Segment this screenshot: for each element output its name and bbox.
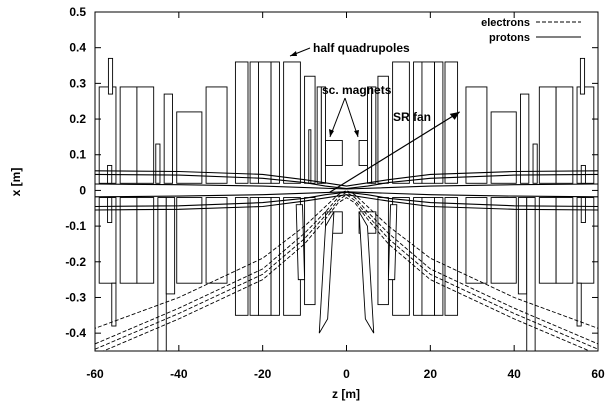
- x-tick-label: 20: [424, 367, 438, 381]
- tilted-magnet-block: [358, 211, 375, 334]
- annotation-half-quadrupoles: half quadrupoles: [313, 41, 410, 55]
- legend: electrons protons: [481, 17, 581, 44]
- magnet-block: [320, 86, 326, 184]
- magnet-block: [205, 197, 228, 284]
- magnet-block: [538, 86, 557, 184]
- magnet-block: [308, 129, 312, 184]
- y-tick-label: -0.1: [65, 219, 86, 233]
- magnet-block: [555, 86, 574, 184]
- magnet-block: [444, 61, 459, 184]
- arrow-sc-magnets-right: [344, 97, 359, 138]
- x-tick-label: -60: [86, 367, 104, 381]
- magnet-block: [465, 197, 488, 284]
- tilted-magnet-block: [318, 211, 335, 334]
- y-tick-label: 0.4: [69, 41, 86, 55]
- beam-lines-group: [95, 111, 598, 351]
- legend-label-electrons: electrons: [481, 17, 530, 29]
- magnet-block: [157, 197, 167, 351]
- annotation-sr-fan: SR fan: [393, 110, 431, 124]
- arrowhead-half-quadrupoles: [290, 51, 297, 56]
- magnet-block: [517, 197, 528, 295]
- magnet-block: [165, 197, 176, 295]
- magnet-block: [526, 197, 536, 351]
- sr-fan-arrow: [329, 111, 460, 193]
- y-tick-label: 0.3: [69, 76, 86, 90]
- x-tick-label: -40: [170, 367, 188, 381]
- magnet-block: [283, 61, 301, 184]
- protons-trajectory: [95, 170, 598, 187]
- magnet-block: [532, 143, 538, 184]
- y-axis-label: x [m]: [9, 168, 23, 197]
- legend-label-protons: protons: [489, 32, 530, 44]
- magnet-block: [234, 197, 249, 316]
- annotations: half quadrupoles sc. magnets SR fan: [289, 41, 431, 138]
- magnet-block: [413, 197, 423, 316]
- magnet-block: [304, 197, 316, 306]
- magnet-block: [392, 61, 410, 184]
- magnet-block: [316, 86, 322, 184]
- x-tick-label: -20: [254, 367, 272, 381]
- ticks-group: -60 -40 -20 0 20 40 60 0.5 0.4 0.3 0.2 0.1 0 -0.1 -0.2…: [65, 5, 605, 381]
- magnet-block: [107, 57, 114, 95]
- magnets-group: [98, 57, 595, 351]
- magnet-block: [163, 93, 173, 184]
- y-tick-label: 0.5: [69, 5, 86, 19]
- magnet-block: [258, 61, 272, 184]
- electrons-trajectory: [95, 194, 598, 350]
- y-tick-label: -0.4: [65, 326, 86, 340]
- protons-trajectory: [95, 194, 598, 211]
- magnet-block: [136, 197, 155, 284]
- arrowhead-sc-magnets-left: [329, 129, 334, 137]
- x-axis-label: z [m]: [332, 387, 360, 401]
- magnet-block: [205, 86, 228, 184]
- electrons-trajectory: [95, 191, 598, 345]
- magnet-block: [234, 61, 249, 184]
- electrons-trajectory: [102, 197, 591, 351]
- magnet-block: [111, 282, 117, 327]
- magnet-block: [490, 197, 517, 284]
- magnet-block: [555, 197, 574, 284]
- sr-fan-arrowhead: [449, 111, 460, 120]
- magnet-block: [371, 86, 377, 184]
- annotation-sc-magnets: sc. magnets: [322, 83, 392, 97]
- magnet-block: [155, 143, 161, 184]
- magnet-block: [270, 197, 280, 316]
- magnet-block: [136, 86, 155, 184]
- y-tick-label: -0.3: [65, 290, 86, 304]
- tilted-magnet-block: [295, 204, 306, 281]
- magnet-block: [119, 86, 138, 184]
- magnet-block: [249, 61, 259, 184]
- magnet-block: [377, 197, 389, 306]
- x-tick-label: 0: [343, 367, 350, 381]
- protons-trajectory: [95, 183, 598, 190]
- magnet-block: [538, 197, 557, 284]
- magnet-block: [176, 197, 203, 284]
- magnet-block: [576, 282, 582, 327]
- y-tick-label: -0.2: [65, 255, 86, 269]
- magnet-block: [434, 197, 444, 316]
- magnet-block: [444, 197, 459, 316]
- y-tick-label: 0.1: [69, 148, 86, 162]
- magnet-block: [325, 140, 343, 166]
- y-tick-label: 0.2: [69, 112, 86, 126]
- magnet-block: [119, 197, 138, 284]
- magnet-block: [579, 57, 586, 95]
- magnet-block: [465, 86, 488, 184]
- x-tick-label: 40: [507, 367, 521, 381]
- magnet-block: [249, 197, 259, 316]
- arrowhead-sc-magnets-right: [354, 130, 359, 137]
- x-tick-label: 60: [591, 367, 605, 381]
- magnet-block: [520, 93, 530, 184]
- magnet-block: [270, 61, 280, 184]
- y-tick-label: 0: [79, 183, 86, 197]
